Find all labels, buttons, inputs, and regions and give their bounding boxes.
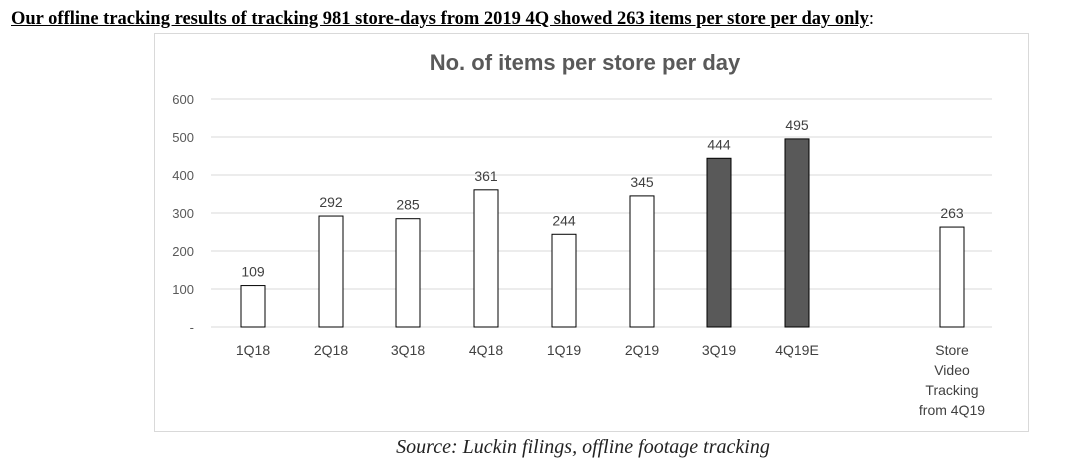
data-label: 109 <box>241 264 265 280</box>
chart-title: No. of items per store per day <box>430 50 741 75</box>
bar <box>706 157 732 328</box>
bar <box>395 218 421 328</box>
y-tick-label: 600 <box>172 92 194 107</box>
bar <box>629 195 655 328</box>
bar <box>784 138 810 328</box>
data-label: 244 <box>552 212 576 228</box>
data-label: 495 <box>785 117 809 133</box>
x-tick-label: 4Q18 <box>469 342 503 358</box>
bar <box>939 226 965 328</box>
data-label: 292 <box>319 194 343 210</box>
x-tick-label: 4Q19E <box>775 342 819 358</box>
x-tick-label: 3Q19 <box>702 342 736 358</box>
data-label: 285 <box>396 197 420 213</box>
bar <box>240 285 266 328</box>
header-caption-colon: : <box>868 9 874 29</box>
bar <box>318 215 344 328</box>
x-tick-label: 2Q19 <box>625 342 659 358</box>
bar <box>551 233 577 328</box>
chart-frame <box>154 33 1029 432</box>
y-tick-label: - <box>190 320 194 335</box>
data-label: 263 <box>940 205 964 221</box>
y-tick-label: 200 <box>172 244 194 259</box>
header-caption-text: Our offline tracking results of tracking… <box>11 9 869 29</box>
y-tick-label: 400 <box>172 168 194 183</box>
bar <box>473 189 499 328</box>
x-tick-label: 3Q18 <box>391 342 425 358</box>
data-label: 444 <box>707 136 731 152</box>
y-tick-label: 300 <box>172 206 194 221</box>
y-tick-label: 100 <box>172 282 194 297</box>
data-label: 361 <box>474 168 498 184</box>
x-tick-label: Store Video Tracking from 4Q19 <box>919 342 985 418</box>
x-tick-label: 1Q19 <box>547 342 581 358</box>
data-label: 345 <box>630 174 654 190</box>
source-footnote: Source: Luckin filings, offline footage … <box>396 436 770 458</box>
header-caption: Our offline tracking results of tracking… <box>11 4 1071 34</box>
y-tick-label: 500 <box>172 130 194 145</box>
x-tick-label: 2Q18 <box>314 342 348 358</box>
x-tick-label: 1Q18 <box>236 342 270 358</box>
